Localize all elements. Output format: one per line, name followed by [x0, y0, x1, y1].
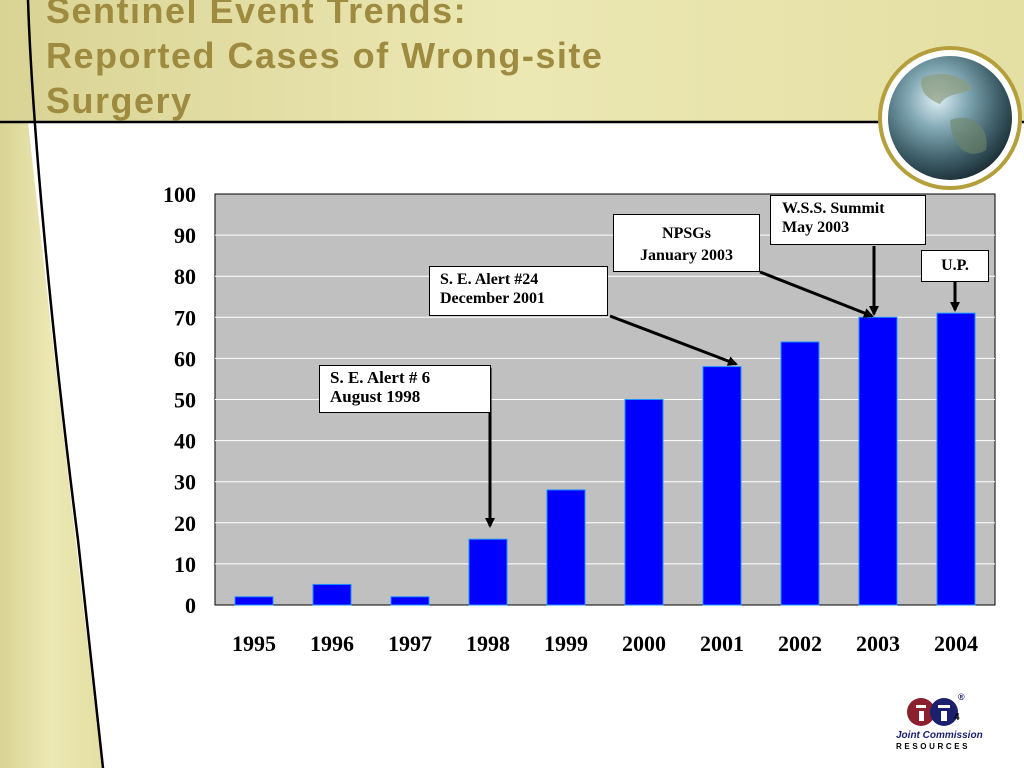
callout-line: W.S.S. Summit — [782, 200, 885, 217]
x-tick-label: 1998 — [466, 631, 510, 656]
logo-text-line1: Joint Commission — [896, 730, 983, 741]
x-tick-label: 2003 — [856, 631, 900, 656]
callout-line: S. E. Alert # 6 — [330, 368, 431, 387]
bar-2003 — [858, 316, 898, 606]
callout-line: May 2003 — [782, 219, 850, 236]
y-tick-label: 10 — [174, 552, 196, 577]
bar-2000 — [624, 399, 664, 606]
x-tick-label: 1996 — [310, 631, 354, 656]
callout-npsgs: NPSGs January 2003 — [613, 214, 760, 272]
callout-wss-summit: W.S.S. Summit May 2003 — [770, 195, 926, 245]
top-band — [0, 0, 1024, 122]
slide-title: Sentinel Event Trends: Reported Cases of… — [46, 0, 746, 123]
x-tick-label: 1999 — [544, 631, 588, 656]
bar-2004 — [936, 312, 976, 606]
arrow-npsgs — [759, 270, 874, 318]
callout-se-alert-6: S. E. Alert # 6 August 1998 — [319, 365, 491, 413]
callout-se-alert-24: S. E. Alert #24 December 2001 — [429, 266, 608, 316]
callout-line: U.P. — [941, 257, 969, 274]
left-band — [0, 122, 102, 768]
callout-line: January 2003 — [640, 247, 733, 264]
x-tick-label: 2004 — [934, 631, 978, 656]
bars — [234, 312, 976, 606]
logo-registered: ® — [958, 692, 965, 702]
y-tick-label: 20 — [174, 511, 196, 536]
arrow-se-alert-24 — [609, 314, 738, 366]
page-number: 4 — [954, 712, 960, 723]
left-rule — [26, 0, 105, 768]
y-tick-label: 30 — [174, 470, 196, 495]
bar-2002 — [780, 341, 820, 606]
x-tick-label: 1995 — [232, 631, 276, 656]
callout-line: August 1998 — [330, 387, 421, 406]
bar-1997 — [390, 596, 430, 606]
logo-text-line2: RESOURCES — [896, 742, 971, 751]
bar-1999 — [546, 489, 586, 606]
callout-line: NPSGs — [662, 225, 711, 242]
x-tick-label: 2000 — [622, 631, 666, 656]
title-line: Surgery — [46, 80, 193, 121]
callout-line: S. E. Alert #24 — [440, 271, 539, 288]
y-tick-label: 0 — [185, 593, 196, 618]
bar-1996 — [312, 583, 352, 606]
globe-continent — [950, 117, 987, 154]
bar-2001 — [702, 366, 742, 606]
y-tick-label: 50 — [174, 388, 196, 413]
x-tick-label: 1997 — [388, 631, 432, 656]
y-tick-label: 70 — [174, 305, 196, 330]
x-tick-label: 2001 — [700, 631, 744, 656]
bar-1998 — [468, 538, 508, 606]
title-line: Sentinel Event Trends: — [46, 0, 468, 31]
y-tick-label: 60 — [174, 346, 196, 371]
x-axis-ticks: 1995 1996 1997 1998 1999 2000 2001 2002 2003 2004 — [232, 631, 978, 656]
y-tick-label: 40 — [174, 429, 196, 454]
y-axis-ticks: 0 10 20 30 40 50 60 70 80 90 100 — [163, 182, 196, 618]
y-tick-label: 100 — [163, 182, 196, 207]
x-tick-label: 2002 — [778, 631, 822, 656]
title-line: Reported Cases of Wrong-site — [46, 35, 604, 76]
bar-1995 — [234, 596, 274, 606]
callout-line: December 2001 — [440, 290, 545, 307]
callout-up: U.P. — [921, 250, 989, 282]
y-tick-label: 80 — [174, 264, 196, 289]
globe-continent — [921, 73, 972, 104]
y-tick-label: 90 — [174, 223, 196, 248]
